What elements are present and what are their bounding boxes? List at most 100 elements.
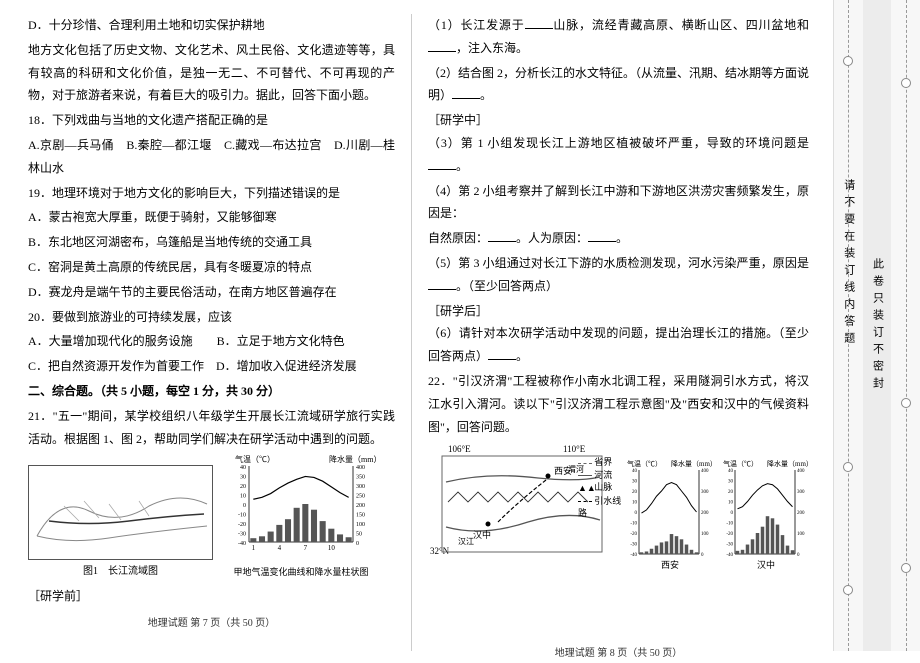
- svg-text:0: 0: [635, 511, 638, 516]
- climate-xian: 气温（℃） 降水量（mm） 403020100-10-20-30-4040030…: [621, 458, 713, 570]
- tag-post: ［研学后］: [428, 300, 809, 323]
- svg-text:-20: -20: [630, 532, 637, 537]
- svg-text:1: 1: [252, 544, 256, 552]
- hz-caption: 汉中: [757, 559, 775, 570]
- svg-text:-20: -20: [726, 532, 733, 537]
- svg-text:10: 10: [240, 494, 246, 500]
- map-city-hanzhong: 汉中: [473, 529, 491, 540]
- footer-left: 地理试题 第 7 页（共 50 页）: [28, 614, 395, 633]
- q19-a: A．蒙古袍宽大厚重，既便于骑射，又能够御寒: [28, 206, 395, 229]
- ring-icon: [901, 78, 911, 88]
- binding-col-1: 请不要在装订线内答题: [834, 0, 863, 651]
- svg-text:400: 400: [797, 469, 805, 474]
- svg-text:300: 300: [797, 490, 805, 495]
- figure-2-caption: 甲地气温变化曲线和降水量柱状图: [221, 564, 381, 581]
- blank-8[interactable]: [488, 349, 516, 360]
- q21-5-a: （5）第 3 小组通过对长江下游的水质检测发现，河水污染严重，原因是: [428, 256, 809, 270]
- q21-1: （1）长江发源于山脉，流经青藏高原、横断山区、四川盆地和，注入东海。: [428, 14, 809, 60]
- svg-text:-10: -10: [630, 522, 637, 527]
- q21-6-a: （6）请针对本次研学活动中发现的问题，提出治理长江的措施。（至少回答两点）: [428, 326, 809, 363]
- q21-2-b: 。: [480, 88, 492, 102]
- blank-5[interactable]: [488, 231, 516, 242]
- figure-2-chart: 气温（℃） 降水量（mm） 403020100-10-20-30-4040035…: [221, 454, 381, 554]
- svg-text:30: 30: [728, 480, 734, 485]
- svg-text:-40: -40: [630, 553, 637, 558]
- q21-5-b: 。（至少回答两点）: [456, 279, 558, 293]
- svg-text:-30: -30: [726, 543, 733, 548]
- ring-icon: [843, 462, 853, 472]
- blank-1[interactable]: [525, 18, 553, 29]
- q21-3-a: （3）第 1 小组发现长江上游地区植被破坏严重，导致的环境问题是: [428, 136, 809, 150]
- q19-c: C．窑洞是黄土高原的传统民居，具有冬暖夏凉的特点: [28, 256, 395, 279]
- q20-cd: C．把自然资源开发作为首要工作 D．增加收入促进经济发展: [28, 355, 395, 378]
- svg-text:-10: -10: [238, 513, 246, 519]
- climate-hanzhong: 气温（℃） 降水量（mm） 403020100-10-20-30-4040030…: [717, 458, 809, 570]
- binding-text-2: 此卷只装订不密封: [867, 258, 888, 394]
- q18-stem: 18．下列戏曲与当地的文化遗产搭配正确的是: [28, 109, 395, 132]
- map-river-han: 汉江: [458, 537, 474, 546]
- svg-text:250: 250: [356, 494, 365, 500]
- q21-6: （6）请针对本次研学活动中发现的问题，提出治理长江的措施。（至少回答两点）。: [428, 322, 809, 368]
- svg-text:150: 150: [356, 513, 365, 519]
- hz-temp-label: 气温（℃）: [723, 459, 758, 468]
- page-area: D．十分珍惜、合理利用土地和切实保护耕地 地方文化包括了历史文物、文化艺术、风土…: [0, 0, 833, 651]
- svg-text:200: 200: [797, 511, 805, 516]
- blank-4[interactable]: [428, 159, 456, 170]
- svg-text:40: 40: [240, 465, 246, 471]
- q21-4-reasons: 自然原因： 。人为原因： 。: [428, 227, 809, 250]
- svg-text:50: 50: [356, 532, 362, 538]
- q21-4-nat: 自然原因：: [428, 231, 488, 245]
- figure-1-map: [28, 465, 213, 560]
- blank-7[interactable]: [428, 279, 456, 290]
- figure-1-wrap: 图1 长江流域图: [28, 465, 213, 581]
- svg-text:30: 30: [632, 480, 638, 485]
- figure-1-caption: 图1 长江流域图: [28, 562, 213, 581]
- svg-text:0: 0: [797, 553, 800, 558]
- map-lon1: 106°E: [448, 444, 471, 454]
- svg-text:-40: -40: [238, 541, 246, 547]
- svg-text:-30: -30: [630, 543, 637, 548]
- svg-text:350: 350: [356, 475, 365, 481]
- binding-col-3: [891, 0, 920, 651]
- ring-icon: [901, 563, 911, 573]
- footer-right: 地理试题 第 8 页（共 50 页）: [428, 644, 809, 663]
- svg-text:200: 200: [356, 503, 365, 509]
- blank-2[interactable]: [428, 41, 456, 52]
- svg-text:-30: -30: [238, 532, 246, 538]
- blank-6[interactable]: [588, 231, 616, 242]
- q19-stem: 19．地理环境对于地方文化的影响巨大，下列描述错误的是: [28, 182, 395, 205]
- svg-text:-10: -10: [726, 522, 733, 527]
- fig2-rain-label: 降水量（mm）: [329, 454, 381, 464]
- q21-3-b: 。: [456, 159, 468, 173]
- svg-text:20: 20: [240, 484, 246, 490]
- svg-text:300: 300: [356, 484, 365, 490]
- svg-text:100: 100: [701, 532, 709, 537]
- q21-2: （2）结合图 2，分析长江的水文特征。（从流量、汛期、结冰期等方面说明）。: [428, 62, 809, 108]
- svg-text:40: 40: [728, 469, 734, 474]
- svg-text:400: 400: [701, 469, 709, 474]
- q21-stem: 21．"五一"期间，某学校组织八年级学生开展长江流域研学旅行实践活动。根据图 1…: [28, 405, 395, 451]
- svg-text:400: 400: [356, 465, 365, 471]
- svg-text:200: 200: [701, 511, 709, 516]
- q21-4-end: 。: [616, 231, 628, 245]
- svg-text:0: 0: [243, 503, 246, 509]
- svg-text:-20: -20: [238, 522, 246, 528]
- q21-1-b: 山脉，流经青藏高原、横断山区、四川盆地和: [553, 18, 809, 32]
- q18-intro: 地方文化包括了历史文物、文化艺术、风土民俗、文化遗迹等等，具有较高的科研和文化价…: [28, 39, 395, 107]
- q21-4-hum: 。人为原因：: [516, 231, 588, 245]
- map-lat: 32°N: [430, 546, 450, 556]
- map-lon2: 110°E: [563, 444, 586, 454]
- q21-4: （4）第 2 小组考察并了解到长江中游和下游地区洪涝灾害频繁发生，原因是：: [428, 180, 809, 226]
- svg-text:10: 10: [632, 501, 638, 506]
- binding-strip: 请不要在装订线内答题 此卷只装订不密封: [833, 0, 920, 651]
- column-divider: [411, 14, 412, 651]
- svg-text:4: 4: [278, 544, 282, 552]
- q21-3: （3）第 1 小组发现长江上游地区植被破坏严重，导致的环境问题是。: [428, 132, 809, 178]
- blank-3[interactable]: [452, 89, 480, 100]
- q19-d: D．赛龙舟是端午节的主要民俗活动，在南方地区普遍存在: [28, 281, 395, 304]
- ring-icon: [843, 56, 853, 66]
- left-column: D．十分珍惜、合理利用土地和切实保护耕地 地方文化包括了历史文物、文化艺术、风土…: [22, 14, 409, 651]
- right-column: （1）长江发源于山脉，流经青藏高原、横断山区、四川盆地和，注入东海。 （2）结合…: [414, 14, 815, 651]
- q17-opt-d: D．十分珍惜、合理利用土地和切实保护耕地: [28, 14, 395, 37]
- q18-options: A.京剧—兵马俑 B.秦腔—都江堰 C.藏戏—布达拉宫 D.川剧—桂林山水: [28, 134, 395, 180]
